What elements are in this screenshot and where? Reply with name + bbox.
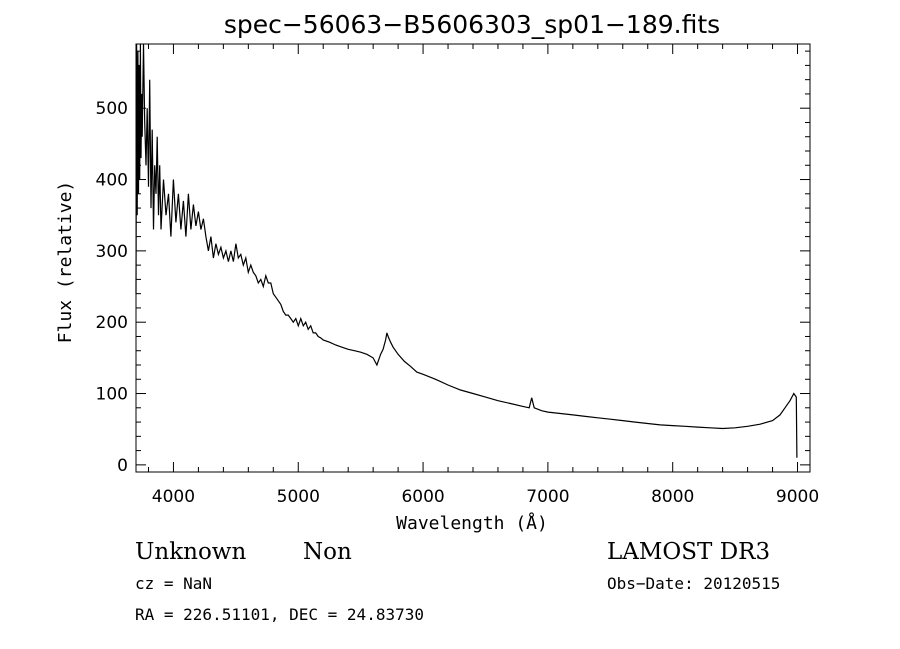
x-tick-label: 9000 [776,487,819,507]
x-tick-label: 5000 [277,487,320,507]
spectrum-line [135,43,798,458]
x-tick-label: 6000 [401,487,444,507]
object-class: Unknown [135,539,246,565]
y-tick-label: 0 [117,456,128,476]
axis-tick-labels: 4000 5000 6000 7000 8000 9000 0 100 200 300 400 500 [96,99,820,507]
plot-frame [135,43,811,473]
chart-title: spec−56063−B5606303_sp01−189.fits [224,10,720,39]
x-axis-label: Wavelength (Å) [396,512,548,534]
survey-name: LAMOST DR3 [607,539,770,565]
y-tick-label: 300 [96,242,128,262]
coordinates: RA = 226.51101, DEC = 24.83730 [135,605,424,624]
x-tick-label: 7000 [526,487,569,507]
y-tick-label: 400 [96,171,128,191]
x-tick-label: 8000 [651,487,694,507]
y-tick-label: 200 [96,313,128,333]
object-subclass: Non [303,539,352,565]
y-axis-label: Flux (relative) [55,181,76,344]
y-tick-label: 500 [96,99,128,119]
y-tick-label: 100 [96,385,128,405]
cz-value: cz = NaN [135,574,212,593]
obs-date: Obs−Date: 20120515 [607,574,780,593]
axis-ticks [136,44,810,472]
x-tick-label: 4000 [152,487,195,507]
